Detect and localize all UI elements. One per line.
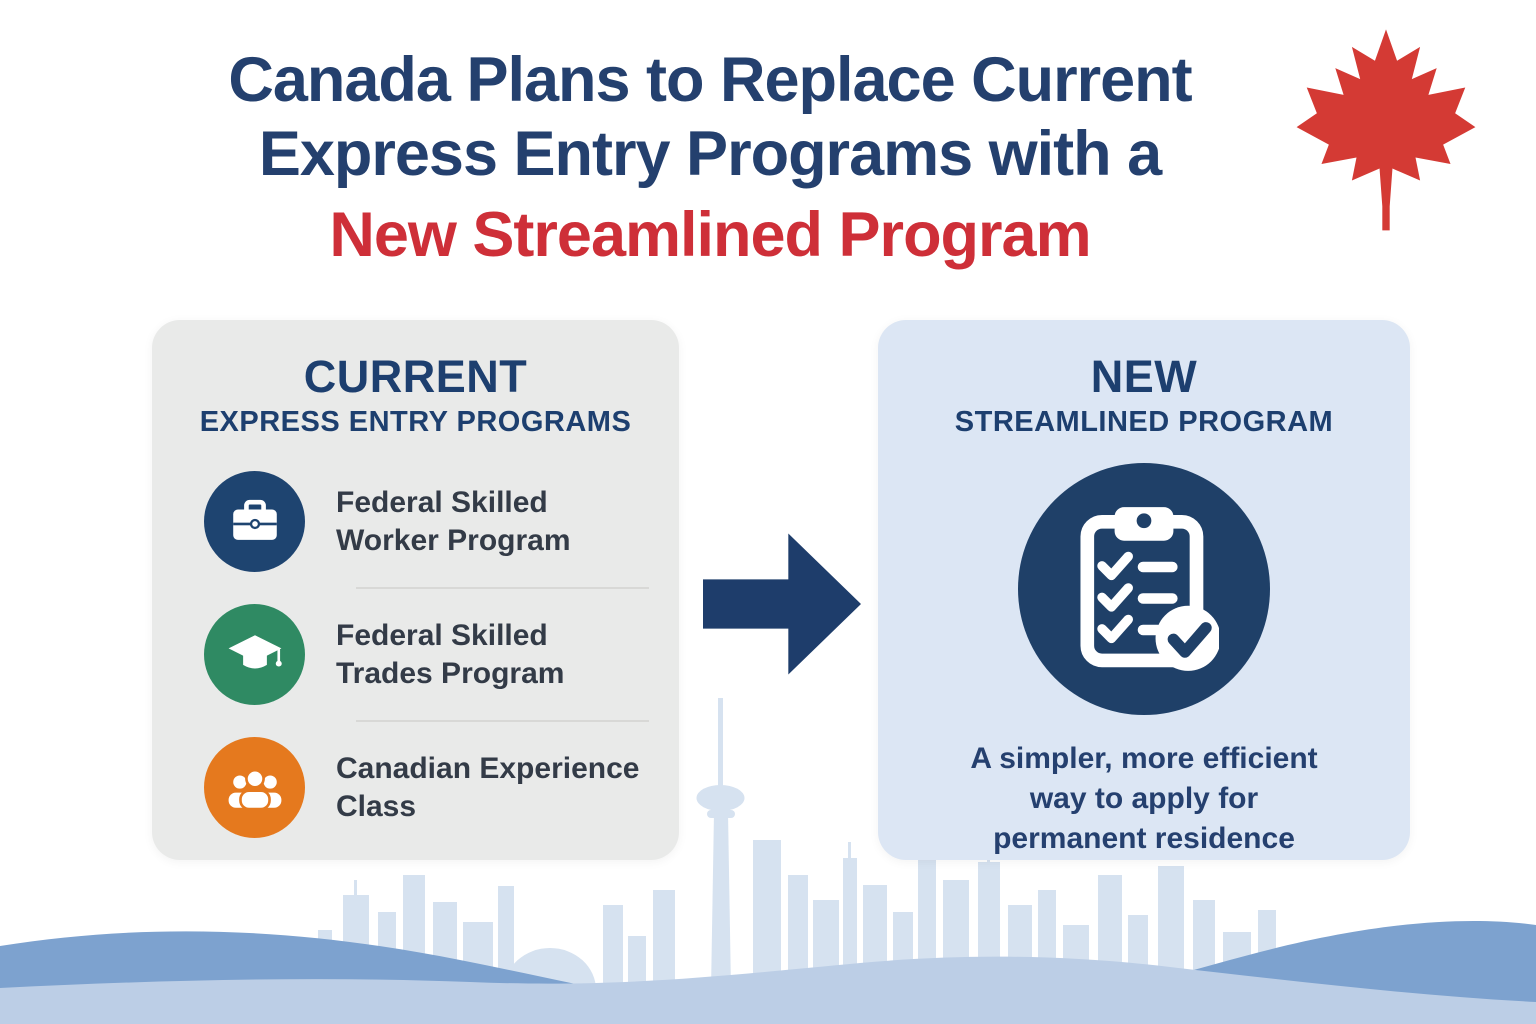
new-panel-heading: NEW — [1090, 351, 1198, 402]
right-arrow-icon — [703, 533, 861, 675]
program-list: Federal Skilled Worker Program Federal S… — [152, 471, 679, 839]
list-item-federal-skilled-worker: Federal Skilled Worker Program — [204, 471, 651, 573]
graduation-cap-icon — [204, 604, 305, 706]
maple-leaf-icon — [1296, 29, 1476, 231]
current-panel-heading: CURRENT — [303, 351, 528, 402]
item-label: Canadian Experience Class — [336, 752, 640, 823]
title-line-2: Express Entry Programs with a — [258, 118, 1162, 189]
briefcase-icon — [204, 471, 305, 573]
infographic-title: Canada Plans to Replace Current Express … — [40, 44, 1380, 273]
item-label: Federal Skilled Worker Program — [336, 486, 571, 557]
divider — [356, 587, 649, 590]
people-group-icon — [204, 737, 305, 839]
new-panel-subheading: STREAMLINED PROGRAM — [954, 405, 1334, 438]
title-line-1: Canada Plans to Replace Current — [228, 45, 1192, 115]
list-item-federal-skilled-trades: Federal Skilled Trades Program — [204, 604, 651, 706]
item-label: Federal Skilled Trades Program — [336, 619, 565, 690]
current-panel-subheading: EXPRESS ENTRY PROGRAMS — [199, 405, 632, 438]
divider — [356, 720, 649, 723]
list-item-canadian-experience-class: Canadian Experience Class — [204, 737, 651, 839]
new-program-description: A simpler, more efficient way to apply f… — [970, 742, 1318, 856]
new-program-panel: NEW STREAMLINED PROGRAM A simpler, more … — [878, 320, 1410, 860]
bottom-waves-decoration — [0, 920, 1536, 1024]
checklist-clipboard-icon — [1018, 463, 1270, 716]
title-line-3-highlight: New Streamlined Program — [329, 200, 1091, 271]
current-programs-panel: CURRENT EXPRESS ENTRY PROGRAMS Federal S… — [152, 320, 679, 860]
